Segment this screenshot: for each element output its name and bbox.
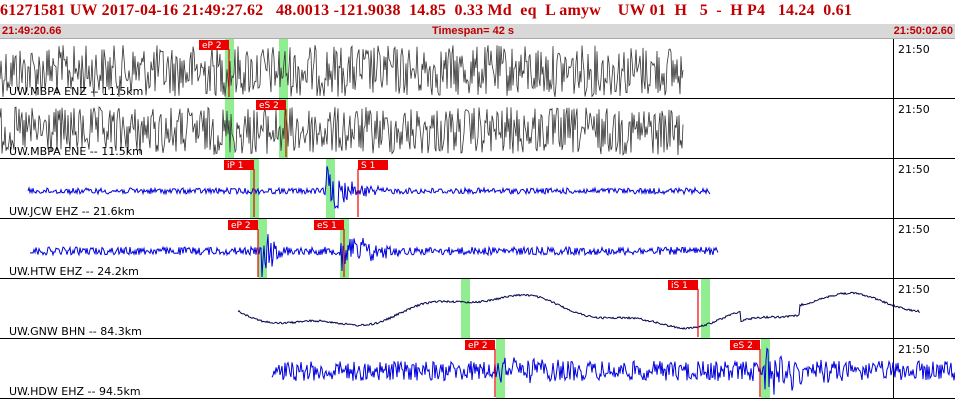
pick-flag-label: iP 1 <box>227 161 244 171</box>
waveform-trace <box>237 291 921 330</box>
minute-tick-label: 21:50 <box>898 103 930 116</box>
station-label: UW.JCW EHZ -- 21.6km <box>9 205 135 218</box>
pick-flag[interactable] <box>256 100 286 110</box>
pick-window <box>258 219 267 278</box>
pick-flag[interactable] <box>314 220 344 230</box>
minute-tick-label: 21:50 <box>898 163 930 176</box>
timespan-label: Timespan= 42 s <box>432 25 515 37</box>
pick-flag-label: eP 2 <box>231 221 251 231</box>
station-label: UW.MBPA ENE -- 11.5km <box>9 145 143 158</box>
pick-flag-label: eS 1 <box>317 221 337 231</box>
minute-tick-label: 21:50 <box>898 343 930 356</box>
pick-flag[interactable] <box>668 280 698 290</box>
pick-flag[interactable] <box>730 340 760 350</box>
pick-flag-label: eP 2 <box>202 41 222 51</box>
pick-window <box>701 279 710 338</box>
pick-window <box>279 99 288 158</box>
header-bar: 61271581 UW 2017-04-16 21:49:27.62 48.00… <box>0 0 955 39</box>
end-time-label: 21:50:02.60 <box>893 25 953 37</box>
pick-flag[interactable] <box>358 160 388 170</box>
start-time-label: 21:49:20.66 <box>2 25 62 37</box>
minute-tick-label: 21:50 <box>898 223 930 236</box>
waveform-trace <box>271 347 955 395</box>
station-label: UW.HTW EHZ -- 24.2km <box>9 265 139 278</box>
station-label: UW.HDW EHZ -- 94.5km <box>9 385 141 398</box>
station-label: UW.GNW BHN -- 84.3km <box>9 325 142 338</box>
pick-window <box>461 279 470 338</box>
minute-tick-label: 21:50 <box>898 283 930 296</box>
waveform-trace <box>27 166 711 210</box>
waveform-trace <box>29 234 719 278</box>
pick-flag-label: eP 2 <box>468 341 488 351</box>
pick-flag-label: eS 2 <box>259 101 279 111</box>
pick-flag[interactable] <box>199 40 229 50</box>
time-bar: 21:49:20.66 Timespan= 42 s 21:50:02.60 <box>0 24 955 39</box>
pick-window <box>496 339 505 398</box>
event-summary-title: 61271581 UW 2017-04-16 21:49:27.62 48.00… <box>0 2 853 19</box>
station-label: UW.MBPA ENZ -- 11.5km <box>9 85 143 98</box>
waveform-trace <box>0 106 684 156</box>
waveform-trace <box>0 44 684 98</box>
minute-tick-label: 21:50 <box>898 43 930 56</box>
pick-flag-label: S 1 <box>361 161 375 171</box>
pick-flag-label: iS 1 <box>671 281 688 291</box>
pick-flag[interactable] <box>224 160 254 170</box>
pick-flag[interactable] <box>465 340 495 350</box>
seismogram-panels[interactable]: 21:50 UW.MBPA ENZ -- 11.5km 21:50 UW.MBPA E… <box>0 39 955 400</box>
pick-flag-label: eS 2 <box>733 341 753 351</box>
pick-flag[interactable] <box>228 220 258 230</box>
